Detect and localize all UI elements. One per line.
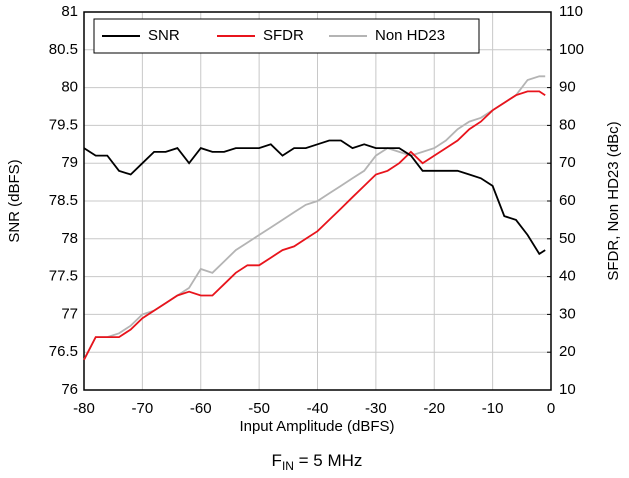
legend-box [93, 18, 480, 54]
legend-label: SNR [148, 27, 180, 44]
y2-axis-label: SFDR, Non HD23 (dBc) [605, 121, 622, 280]
y-tick-label: 76.5 [49, 343, 78, 360]
x-tick-label: -80 [73, 400, 95, 417]
x-tick-label: -70 [132, 400, 154, 417]
legend-label: Non HD23 [375, 27, 445, 44]
y-tick-label: 77 [61, 305, 78, 322]
x-tick-label: -40 [307, 400, 329, 417]
x-tick-label: -20 [423, 400, 445, 417]
y2-tick-label: 70 [559, 154, 576, 171]
series-line [83, 90, 546, 361]
title-main: F [272, 451, 282, 470]
x-tick-label: -50 [248, 400, 270, 417]
y-tick-label: 79.5 [49, 116, 78, 133]
x-tick-label: -60 [190, 400, 212, 417]
y-tick-label: 80.5 [49, 41, 78, 58]
y-tick-label: 78.5 [49, 192, 78, 209]
y2-tick-label: 30 [559, 305, 576, 322]
legend-label: SFDR [263, 27, 304, 44]
y2-tick-label: 110 [559, 3, 583, 20]
y2-tick-label: 10 [559, 381, 576, 398]
y-tick-label: 77.5 [49, 268, 78, 285]
title-rest: = 5 MHz [294, 451, 363, 470]
y2-tick-label: 100 [559, 41, 584, 58]
y2-tick-label: 60 [559, 192, 576, 209]
y2-tick-label: 50 [559, 230, 576, 247]
y-axis-label: SNR (dBFS) [6, 159, 23, 242]
y2-tick-label: 40 [559, 268, 576, 285]
plot-frame [83, 11, 552, 391]
chart-title: FIN = 5 MHz [272, 451, 363, 473]
title-sub: IN [282, 459, 294, 473]
x-axis-label: Input Amplitude (dBFS) [239, 418, 394, 435]
x-tick-label: -30 [365, 400, 387, 417]
series-line [83, 75, 546, 361]
y-tick-label: 80 [61, 79, 78, 96]
y2-tick-label: 20 [559, 343, 576, 360]
y2-tick-label: 90 [559, 79, 576, 96]
series-line [83, 139, 546, 256]
y2-tick-label: 80 [559, 116, 576, 133]
y-tick-label: 79 [61, 154, 78, 171]
y-tick-label: 81 [61, 3, 78, 20]
y-tick-label: 76 [61, 381, 78, 398]
x-tick-label: -10 [482, 400, 504, 417]
y-tick-label: 78 [61, 230, 78, 247]
x-tick-label: 0 [547, 400, 555, 417]
